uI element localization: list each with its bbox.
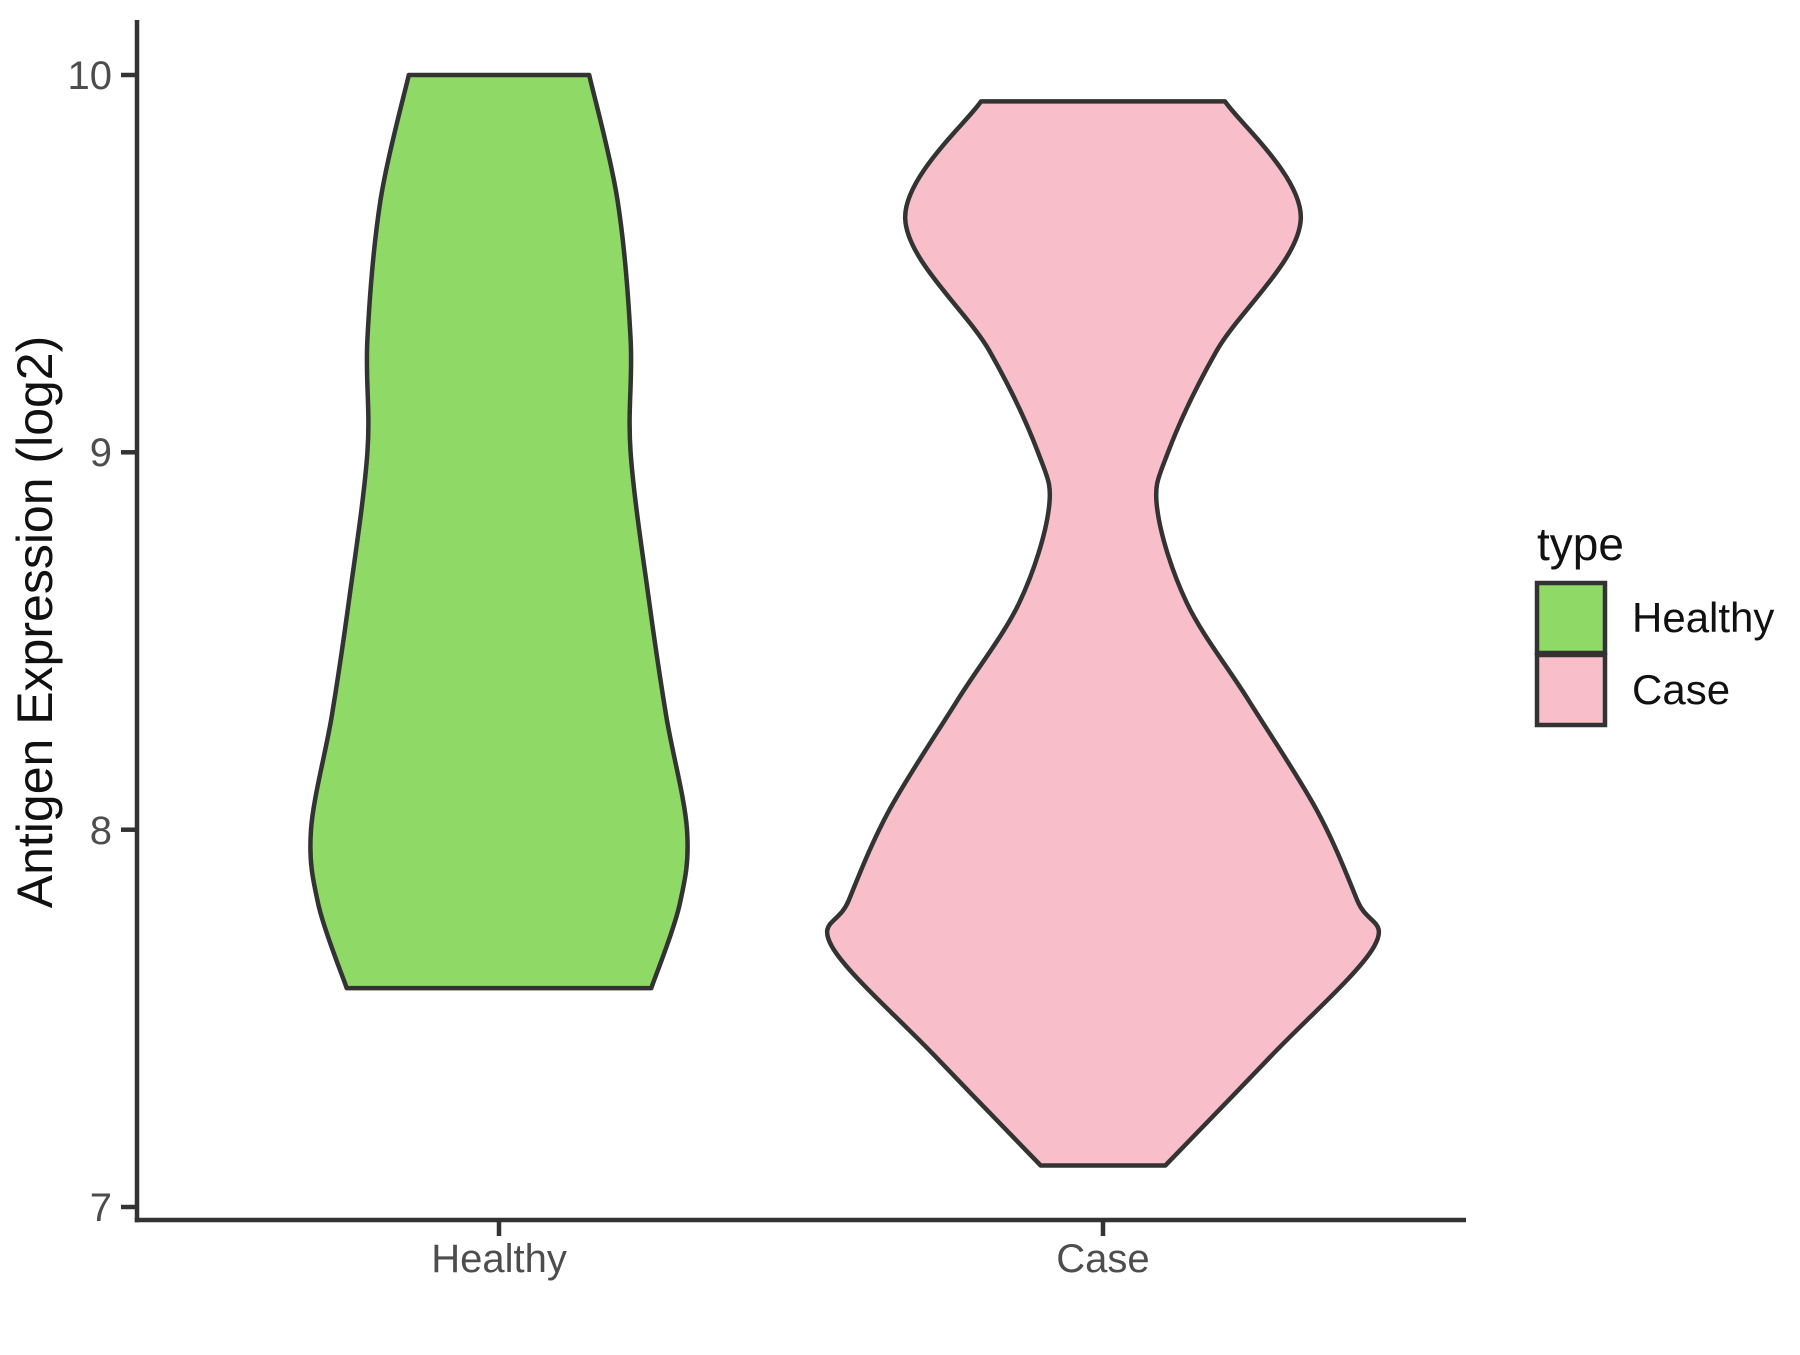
y-tick-label-7: 7	[90, 1186, 112, 1230]
x-tick-label-healthy: Healthy	[431, 1237, 567, 1281]
legend-label-healthy: Healthy	[1632, 594, 1774, 641]
legend-key-case-swatch	[1534, 652, 1608, 728]
y-axis-title: Antigen Expression (log2)	[7, 336, 63, 909]
violin-shapes	[308, 72, 1382, 1168]
y-tick-label-8: 8	[90, 809, 112, 853]
violin-healthy	[308, 72, 690, 991]
y-axis-tick-labels: 7 8 9 10	[68, 54, 113, 1230]
x-axis-tick-labels: Healthy Case	[431, 1237, 1150, 1281]
x-tick-label-case: Case	[1056, 1237, 1149, 1281]
violin-case	[824, 99, 1382, 1168]
legend-key-healthy-swatch	[1534, 580, 1608, 656]
y-tick-label-9: 9	[90, 431, 112, 475]
legend-label-case: Case	[1632, 666, 1730, 713]
axes	[121, 20, 1466, 1236]
y-tick-label-10: 10	[68, 54, 113, 98]
legend: type Healthy Case	[1534, 518, 1774, 728]
legend-title: type	[1537, 518, 1624, 570]
